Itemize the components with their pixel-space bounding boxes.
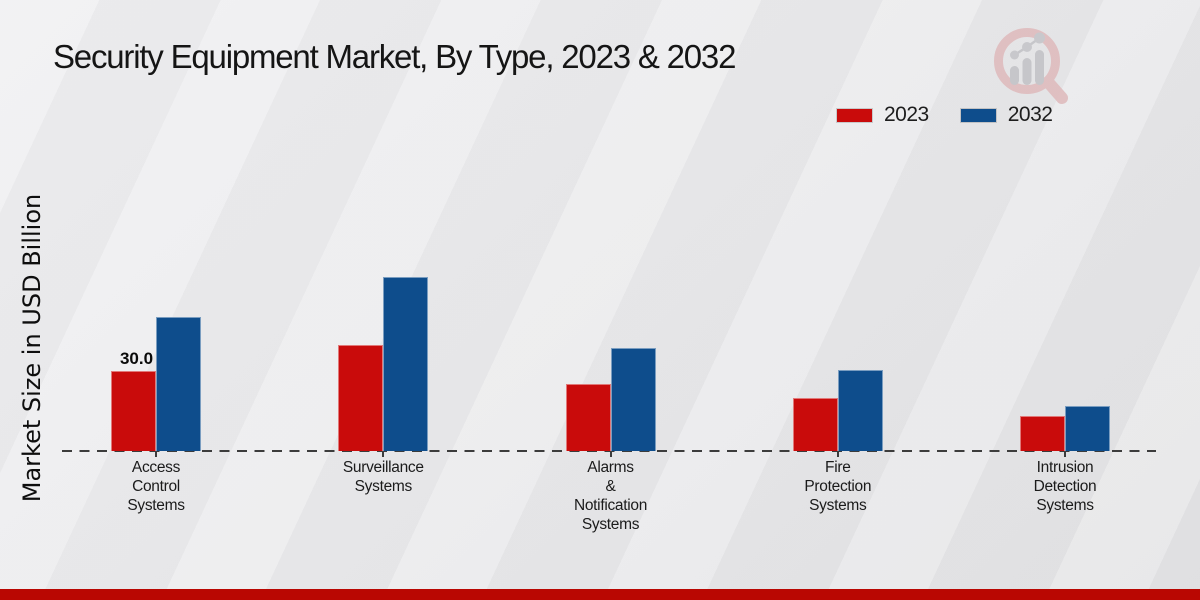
bar-2023-4 — [792, 397, 838, 451]
x-axis-tick-1 — [155, 451, 157, 457]
logo-bar-2 — [1022, 58, 1032, 85]
legend-item-2023: 2023 — [837, 103, 929, 127]
x-axis-tick-4 — [836, 451, 839, 457]
bar-2032-1 — [156, 317, 201, 451]
category-label-1: Access Control Systems — [127, 459, 185, 514]
x-axis-baseline — [62, 450, 1156, 453]
category-label-4: Fire Protection Systems — [804, 459, 872, 514]
legend: 2023 2032 — [837, 103, 1053, 127]
x-axis-tick-2 — [382, 451, 385, 457]
logo-bar-1 — [1010, 66, 1019, 85]
category-label-2: Surveillance Systems — [342, 459, 424, 495]
bar-2023-1 — [111, 371, 156, 451]
category-label-3: Alarms & Notification Systems — [573, 459, 648, 533]
bar-2032-5 — [1065, 405, 1110, 451]
legend-label-2023: 2023 — [884, 103, 929, 126]
bar-2023-3 — [565, 383, 611, 451]
bar-2032-4 — [837, 370, 883, 451]
x-axis-tick-5 — [1064, 451, 1066, 457]
x-axis-tick-3 — [609, 451, 612, 457]
bar-2023-5 — [1020, 416, 1065, 451]
logo-dot-1 — [1010, 50, 1019, 60]
category-label-5: Intrusion Detection Systems — [1033, 459, 1097, 514]
legend-swatch-2023 — [837, 108, 872, 122]
bar-2023-2 — [338, 344, 384, 451]
logo-bar-3 — [1035, 50, 1044, 85]
legend-item-2032: 2032 — [960, 103, 1053, 127]
bar-2032-2 — [383, 277, 429, 451]
logo-dot-3 — [1034, 32, 1045, 44]
legend-label-2032: 2032 — [1007, 103, 1053, 126]
legend-swatch-2032 — [960, 108, 996, 122]
logo-magnifier-ring — [994, 28, 1060, 94]
logo-magnifier-handle — [1042, 76, 1068, 104]
chart-title: Security Equipment Market, By Type, 2023… — [53, 38, 736, 75]
magnifier-bar-chart-logo-icon — [994, 28, 1068, 104]
footer-stripe — [0, 589, 1200, 600]
bar-2032-3 — [610, 348, 656, 451]
bar-value-label: 30.0 — [119, 349, 154, 368]
logo-dot-2 — [1022, 42, 1032, 52]
